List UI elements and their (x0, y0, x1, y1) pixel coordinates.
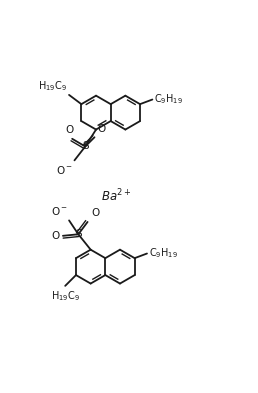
Text: S: S (82, 141, 88, 151)
Text: C$_9$H$_{19}$: C$_9$H$_{19}$ (154, 92, 183, 106)
Text: O: O (91, 208, 100, 218)
Text: O: O (98, 124, 106, 134)
Text: Ba$^{2+}$: Ba$^{2+}$ (101, 187, 131, 204)
Text: O$^-$: O$^-$ (51, 205, 68, 217)
Text: C$_9$H$_{19}$: C$_9$H$_{19}$ (149, 246, 178, 260)
Text: O: O (52, 231, 60, 241)
Text: H$_{19}$C$_9$: H$_{19}$C$_9$ (51, 289, 80, 303)
Text: S: S (75, 229, 82, 239)
Text: H$_{19}$C$_9$: H$_{19}$C$_9$ (38, 79, 68, 93)
Text: O$^-$: O$^-$ (56, 164, 73, 176)
Text: O: O (65, 125, 73, 135)
